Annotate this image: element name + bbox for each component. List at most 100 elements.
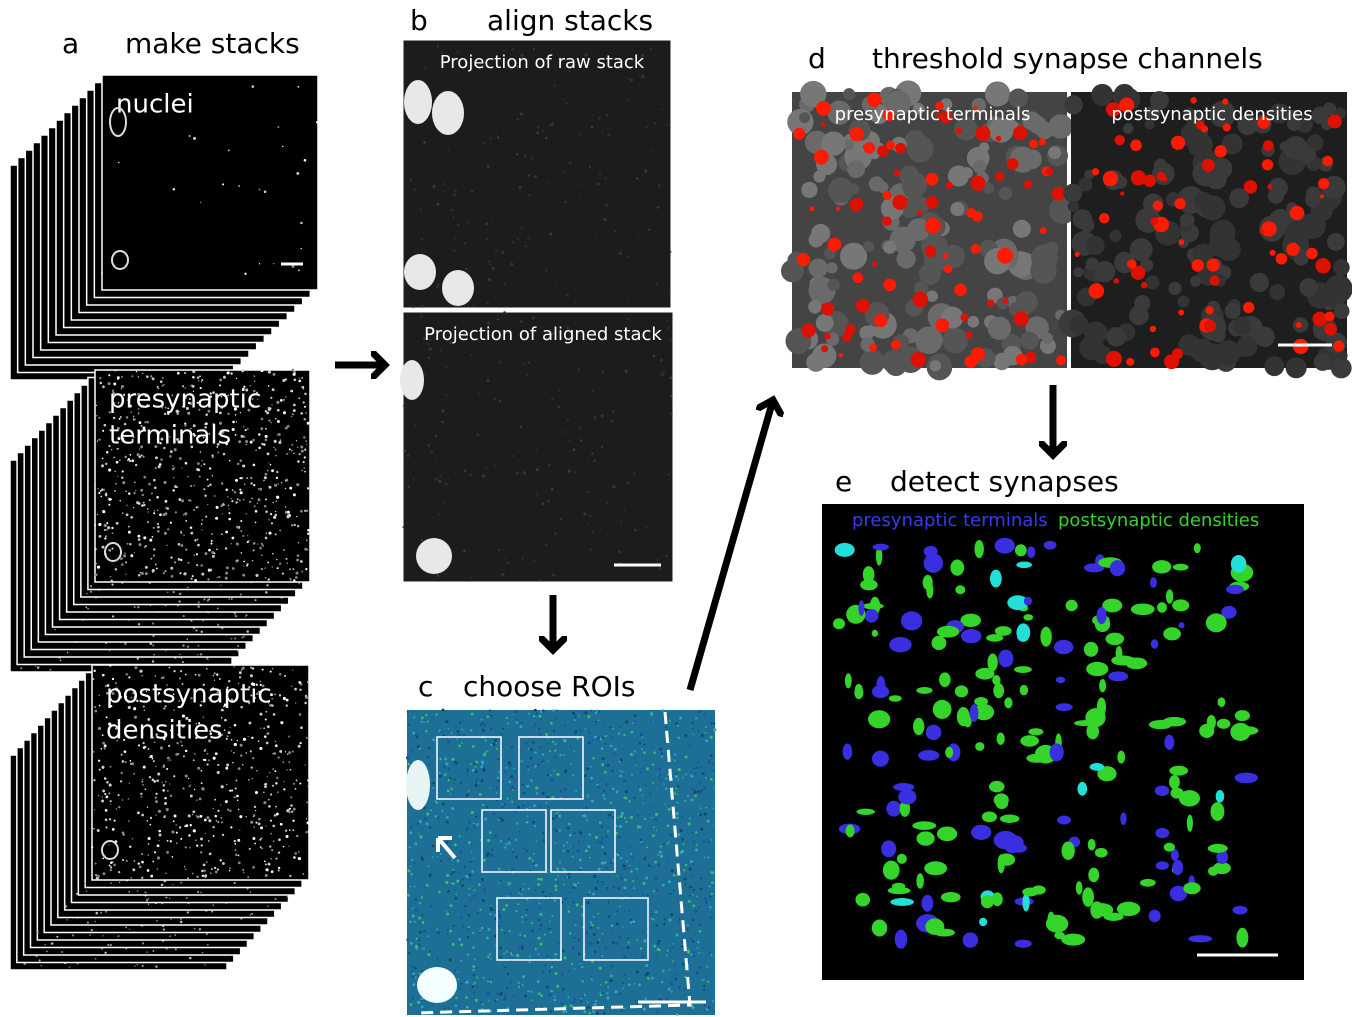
- texture-dot: [538, 727, 540, 729]
- texture-dot: [304, 406, 306, 408]
- texture-dot: [589, 515, 591, 517]
- texture-dot: [231, 750, 232, 751]
- texture-dot: [296, 779, 298, 781]
- texture-dot: [531, 827, 532, 828]
- texture-dot: [650, 918, 652, 920]
- texture-dot: [99, 769, 101, 771]
- texture-dot: [1333, 259, 1350, 276]
- texture-dot: [275, 533, 277, 535]
- texture-dot: [289, 578, 291, 580]
- texture-dot: [827, 238, 841, 252]
- texture-dot: [710, 916, 713, 919]
- texture-dot: [280, 439, 282, 441]
- synapse-blob: [1088, 868, 1099, 883]
- texture-dot: [467, 954, 469, 956]
- texture-dot: [296, 516, 297, 517]
- texture-dot: [214, 799, 216, 801]
- texture-dot: [475, 816, 477, 818]
- texture-dot: [698, 907, 700, 909]
- texture-dot: [208, 549, 211, 552]
- texture-dot: [122, 470, 124, 472]
- texture-dot: [671, 991, 673, 993]
- texture-dot: [617, 817, 619, 819]
- texture-dot: [479, 909, 481, 911]
- synapse-blob: [912, 821, 936, 830]
- texture-dot: [658, 768, 661, 771]
- texture-dot: [271, 566, 273, 568]
- texture-dot: [142, 779, 143, 780]
- texture-dot: [102, 858, 104, 860]
- texture-dot: [700, 887, 703, 890]
- texture-dot: [554, 972, 557, 975]
- texture-dot: [450, 787, 453, 790]
- texture-dot: [523, 884, 525, 886]
- texture-dot: [1174, 198, 1185, 209]
- texture-dot: [684, 734, 687, 737]
- texture-dot: [242, 764, 243, 765]
- texture-dot: [597, 737, 600, 740]
- texture-dot: [37, 932, 39, 934]
- texture-dot: [423, 886, 425, 888]
- synapse-blob: [857, 809, 875, 815]
- texture-dot: [408, 485, 411, 488]
- texture-dot: [270, 820, 272, 822]
- texture-dot: [189, 499, 191, 501]
- texture-dot: [510, 981, 512, 983]
- texture-dot: [127, 460, 128, 461]
- texture-dot: [445, 762, 448, 765]
- texture-dot: [110, 866, 112, 868]
- texture-dot: [474, 763, 475, 764]
- texture-dot: [636, 939, 638, 941]
- texture-dot: [462, 878, 465, 881]
- synapse-blob: [1106, 633, 1124, 646]
- texture-dot: [458, 745, 461, 748]
- texture-dot: [659, 851, 662, 854]
- texture-dot: [214, 672, 216, 674]
- texture-dot: [179, 654, 180, 655]
- texture-dot: [612, 816, 614, 818]
- texture-dot: [490, 264, 492, 266]
- texture-dot: [579, 869, 582, 872]
- texture-dot: [271, 522, 273, 524]
- texture-dot: [266, 511, 268, 513]
- texture-dot: [138, 543, 141, 546]
- texture-dot: [614, 913, 615, 914]
- texture-dot: [228, 505, 230, 507]
- texture-dot: [419, 820, 422, 823]
- texture-dot: [190, 824, 192, 826]
- texture-dot: [611, 965, 613, 967]
- synapse-blob: [1226, 585, 1244, 594]
- texture-dot: [154, 486, 157, 489]
- texture-dot: [460, 988, 461, 989]
- texture-dot: [538, 907, 540, 909]
- texture-dot: [149, 776, 151, 778]
- synapse-blob: [1216, 790, 1225, 803]
- texture-dot: [240, 754, 242, 756]
- texture-dot: [608, 900, 609, 901]
- texture-dot: [569, 932, 572, 935]
- texture-dot: [171, 830, 174, 833]
- texture-dot: [207, 658, 209, 660]
- texture-dot: [681, 838, 684, 841]
- texture-dot: [445, 366, 447, 368]
- texture-dot: [417, 745, 420, 748]
- texture-dot: [150, 755, 153, 758]
- texture-dot: [495, 132, 497, 134]
- texture-dot: [460, 916, 462, 918]
- texture-dot: [260, 846, 262, 848]
- texture-dot: [471, 870, 474, 873]
- texture-dot: [650, 793, 652, 795]
- texture-dot: [595, 712, 597, 714]
- texture-dot: [418, 939, 420, 941]
- texture-dot: [486, 806, 488, 808]
- texture-dot: [236, 378, 237, 379]
- texture-dot: [532, 821, 535, 824]
- texture-dot: [515, 910, 517, 912]
- texture-dot: [181, 499, 184, 502]
- texture-dot: [1016, 354, 1027, 365]
- texture-dot: [564, 770, 567, 773]
- texture-dot: [124, 456, 127, 459]
- texture-dot: [278, 838, 281, 841]
- synapse-blob: [982, 811, 997, 822]
- texture-dot: [282, 573, 284, 575]
